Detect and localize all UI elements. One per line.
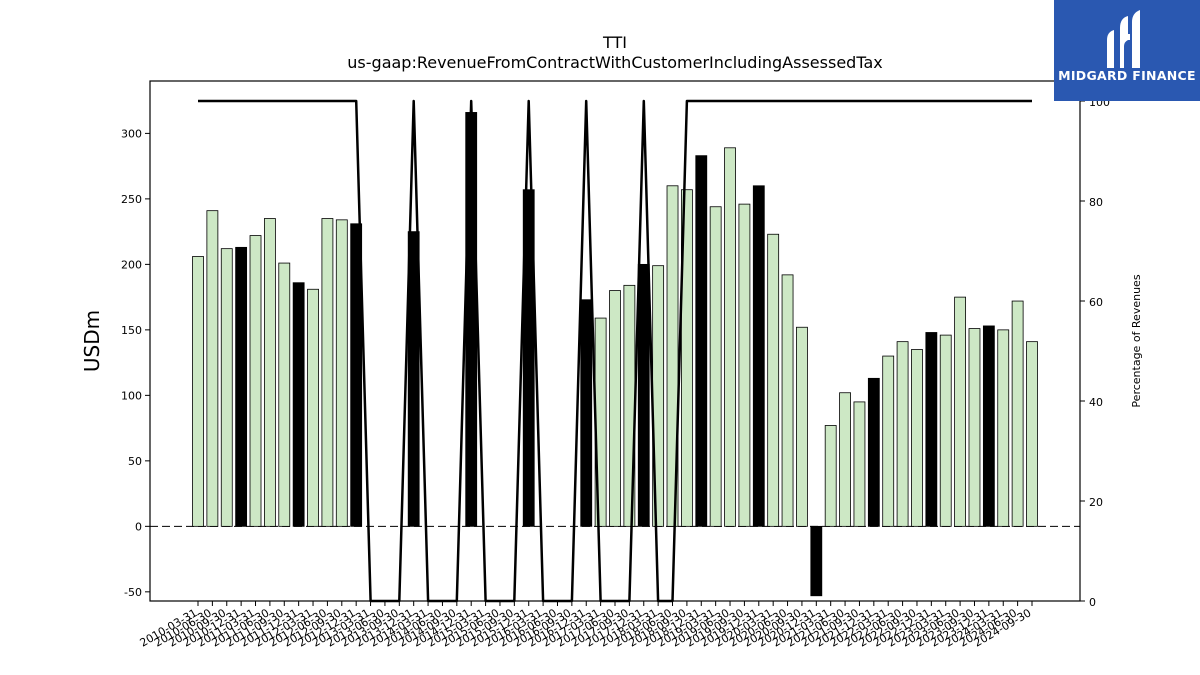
logo-mark-icon [1107, 10, 1140, 68]
quarter-bar [335, 219, 348, 527]
y2-tick-label: 0 [1089, 596, 1096, 609]
quarter-bar [896, 341, 909, 527]
quarter-bar [824, 425, 837, 527]
quarter-bar [997, 329, 1010, 527]
annual-bar [695, 155, 708, 527]
quarter-bar [796, 326, 808, 527]
y-tick-label: 250 [121, 193, 142, 206]
plot-area: -500501001502002503000204060801002010-03… [121, 80, 1110, 650]
quarter-bar [709, 206, 722, 527]
y-axis-label: USDm [80, 310, 104, 372]
quarter-bar [278, 262, 291, 527]
quarter-bar [1026, 341, 1038, 527]
quarter-bar [321, 218, 334, 527]
annual-bar [752, 185, 765, 527]
quarter-bar [609, 290, 621, 527]
annual-bar [465, 112, 478, 527]
midgard-finance-logo: MIDGARD FINANCE [1054, 0, 1200, 101]
logo-text: MIDGARD FINANCE [1058, 68, 1196, 83]
quarter-bar [738, 203, 751, 527]
y-tick-label: -50 [124, 586, 142, 599]
quarter-bar [767, 233, 780, 527]
y-tick-label: 150 [121, 324, 142, 337]
y-tick-label: 0 [135, 520, 142, 533]
quarter-bar [839, 392, 851, 527]
quarter-bar [263, 218, 276, 527]
annual-bar [407, 231, 420, 527]
quarter-bar [968, 328, 981, 527]
quarter-bar [307, 288, 319, 527]
annual-bar [580, 299, 593, 527]
quarter-bar [666, 185, 679, 527]
y-tick-label: 100 [121, 389, 142, 402]
y-tick-label: 50 [128, 455, 142, 468]
y2-tick-label: 60 [1089, 296, 1103, 309]
annual-bar [637, 263, 650, 527]
chart-subtitle: us-gaap:RevenueFromContractWithCustomerI… [347, 53, 882, 72]
annual-bar [867, 377, 880, 527]
y2-tick-label: 20 [1089, 496, 1103, 509]
quarter-bar [882, 355, 895, 527]
quarter-bar [939, 334, 952, 527]
quarter-bar [781, 274, 794, 527]
y2-tick-label: 80 [1089, 196, 1103, 209]
annual-bar [982, 325, 995, 527]
chart-title: TTI [602, 33, 627, 52]
y-tick-label: 300 [121, 127, 142, 140]
quarter-bar [911, 349, 923, 527]
quarter-bar [1011, 300, 1024, 527]
quarter-bar [724, 147, 736, 527]
annual-bar [292, 282, 305, 527]
y2-tick-label: 40 [1089, 396, 1103, 409]
quarter-bar [206, 210, 219, 527]
quarter-bar [220, 248, 233, 527]
annual-bar [925, 332, 938, 527]
quarter-bar [680, 189, 693, 527]
quarter-bar [954, 296, 967, 527]
quarter-bar [192, 256, 204, 527]
quarter-bar [853, 401, 866, 527]
annual-bar [810, 525, 823, 597]
quarter-bar [249, 235, 262, 527]
y2-axis-label: Percentage of Revenues [1130, 274, 1143, 407]
annual-bar [350, 223, 363, 527]
annual-bar [235, 246, 248, 527]
annual-bar [522, 189, 535, 527]
y-tick-label: 200 [121, 258, 142, 271]
